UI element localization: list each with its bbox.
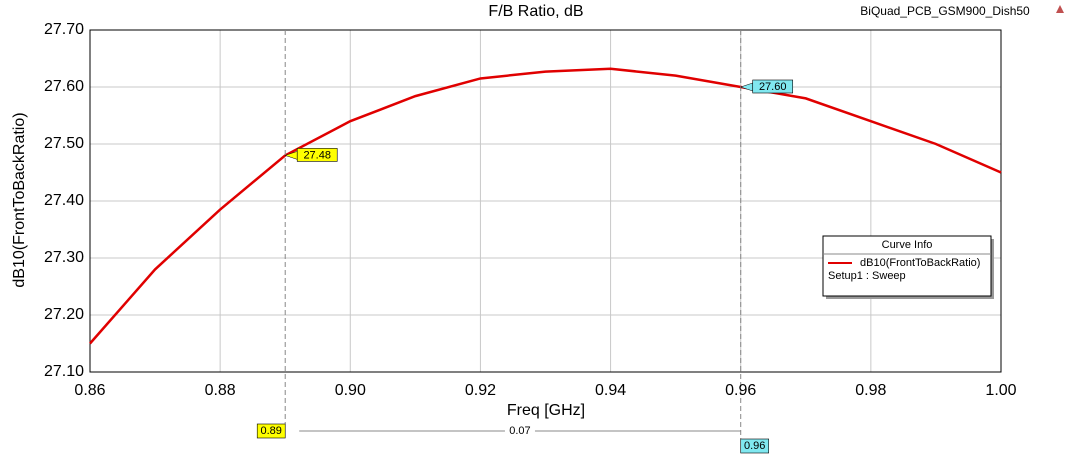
x-tick-label: 0.86 (74, 382, 105, 399)
project-name: BiQuad_PCB_GSM900_Dish50 (860, 4, 1030, 18)
y-tick-label: 27.50 (44, 135, 84, 152)
legend-title: Curve Info (882, 239, 933, 251)
legend-entry: dB10(FrontToBackRatio) (860, 257, 980, 269)
x-tick-label: 0.94 (595, 382, 626, 399)
x-tick-label: 0.88 (205, 382, 236, 399)
marker-label-box (752, 79, 794, 94)
x-tick-label: 0.92 (465, 382, 496, 399)
y-tick-label: 27.70 (44, 21, 84, 38)
x-tick-label: 0.90 (335, 382, 366, 399)
project-icon (1056, 5, 1064, 13)
marker-label-box (296, 148, 338, 162)
x-axis-label: Freq [GHz] (507, 402, 585, 419)
marker-x-label: 0.89 (261, 425, 282, 437)
y-tick-label: 27.40 (44, 192, 84, 209)
legend-subtitle: Setup1 : Sweep (828, 270, 906, 282)
plot-area: 27.48 0.89 27.60 0.96 0.07 (89, 30, 1002, 454)
y-tick-label: 27.20 (44, 306, 84, 323)
series-line (89, 67, 1002, 345)
y-axis-label: dB10(FrontToBackRatio) (11, 112, 28, 287)
x-tick-label: 0.98 (855, 382, 886, 399)
marker-x-box (740, 438, 770, 454)
grid (89, 29, 1002, 373)
marker-x-label: 0.96 (744, 440, 765, 452)
marker-value: 27.60 (759, 81, 787, 93)
x-tick-label: 0.96 (725, 382, 756, 399)
legend: Curve Info dB10(FrontToBackRatio) Setup1… (822, 235, 994, 299)
marker-value: 27.48 (303, 149, 331, 161)
x-tick-label: 1.00 (985, 382, 1016, 399)
y-tick-label: 27.10 (44, 363, 84, 380)
y-tick-label: 27.60 (44, 78, 84, 95)
y-tick-label: 27.30 (44, 249, 84, 266)
delta-bg (504, 424, 535, 438)
marker-x-box (256, 423, 286, 439)
legend-box (822, 235, 992, 297)
plot-border (89, 29, 1002, 373)
chart-title: F/B Ratio, dB (488, 3, 583, 20)
delta-label: 0.07 (509, 425, 530, 437)
